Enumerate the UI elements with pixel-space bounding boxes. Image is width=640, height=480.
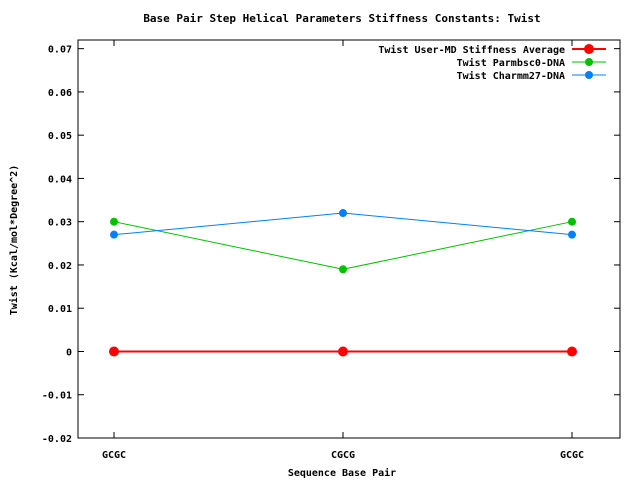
- y-axis-label: Twist (Kcal/mol*Degree^2): [8, 165, 20, 316]
- data-point: [568, 217, 576, 226]
- x-tick-label: GCGC: [560, 450, 584, 461]
- data-point: [568, 230, 576, 239]
- x-axis: GCGC CGCG GCGC: [102, 40, 584, 461]
- y-tick-label: 0: [66, 347, 72, 358]
- y-tick-label: 0.02: [48, 261, 72, 272]
- legend-swatch-marker: [584, 44, 594, 54]
- y-tick-label: 0.04: [48, 174, 72, 185]
- x-axis-label: Sequence Base Pair: [288, 467, 396, 479]
- series-0: [109, 346, 577, 357]
- legend-swatch-marker: [585, 58, 593, 66]
- data-point: [110, 230, 118, 239]
- data-point: [567, 346, 577, 357]
- legend-label: Twist User-MD Stiffness Average: [378, 44, 565, 56]
- legend-label: Twist Parmbsc0-DNA: [457, 57, 565, 69]
- x-tick-label: GCGC: [102, 450, 126, 461]
- data-point: [339, 209, 347, 218]
- y-axis: 0.07 0.06 0.05 0.04 0.03 0.02 0.01 0 -0.01 -0.02: [42, 45, 620, 445]
- y-tick-label: 0.03: [48, 218, 72, 229]
- legend-swatch-marker: [585, 71, 593, 79]
- legend-label: Twist Charmm27-DNA: [457, 70, 565, 82]
- data-point: [109, 346, 119, 357]
- y-tick-label: 0.06: [48, 88, 72, 99]
- data-point: [338, 346, 348, 357]
- series-layer: [109, 209, 577, 357]
- x-tick-label: CGCG: [331, 450, 355, 461]
- y-tick-label: -0.02: [42, 434, 72, 445]
- y-tick-label: -0.01: [42, 391, 72, 402]
- plot-frame: [77, 39, 621, 439]
- series-line: [113, 221, 573, 270]
- series-1: [110, 217, 576, 274]
- data-point: [110, 217, 118, 226]
- y-tick-label: 0.05: [48, 131, 72, 142]
- data-point: [339, 265, 347, 274]
- y-tick-label: 0.01: [48, 304, 72, 315]
- chart-title: Base Pair Step Helical Parameters Stiffn…: [143, 12, 540, 25]
- y-tick-label: 0.07: [48, 45, 72, 56]
- series-2: [110, 209, 576, 239]
